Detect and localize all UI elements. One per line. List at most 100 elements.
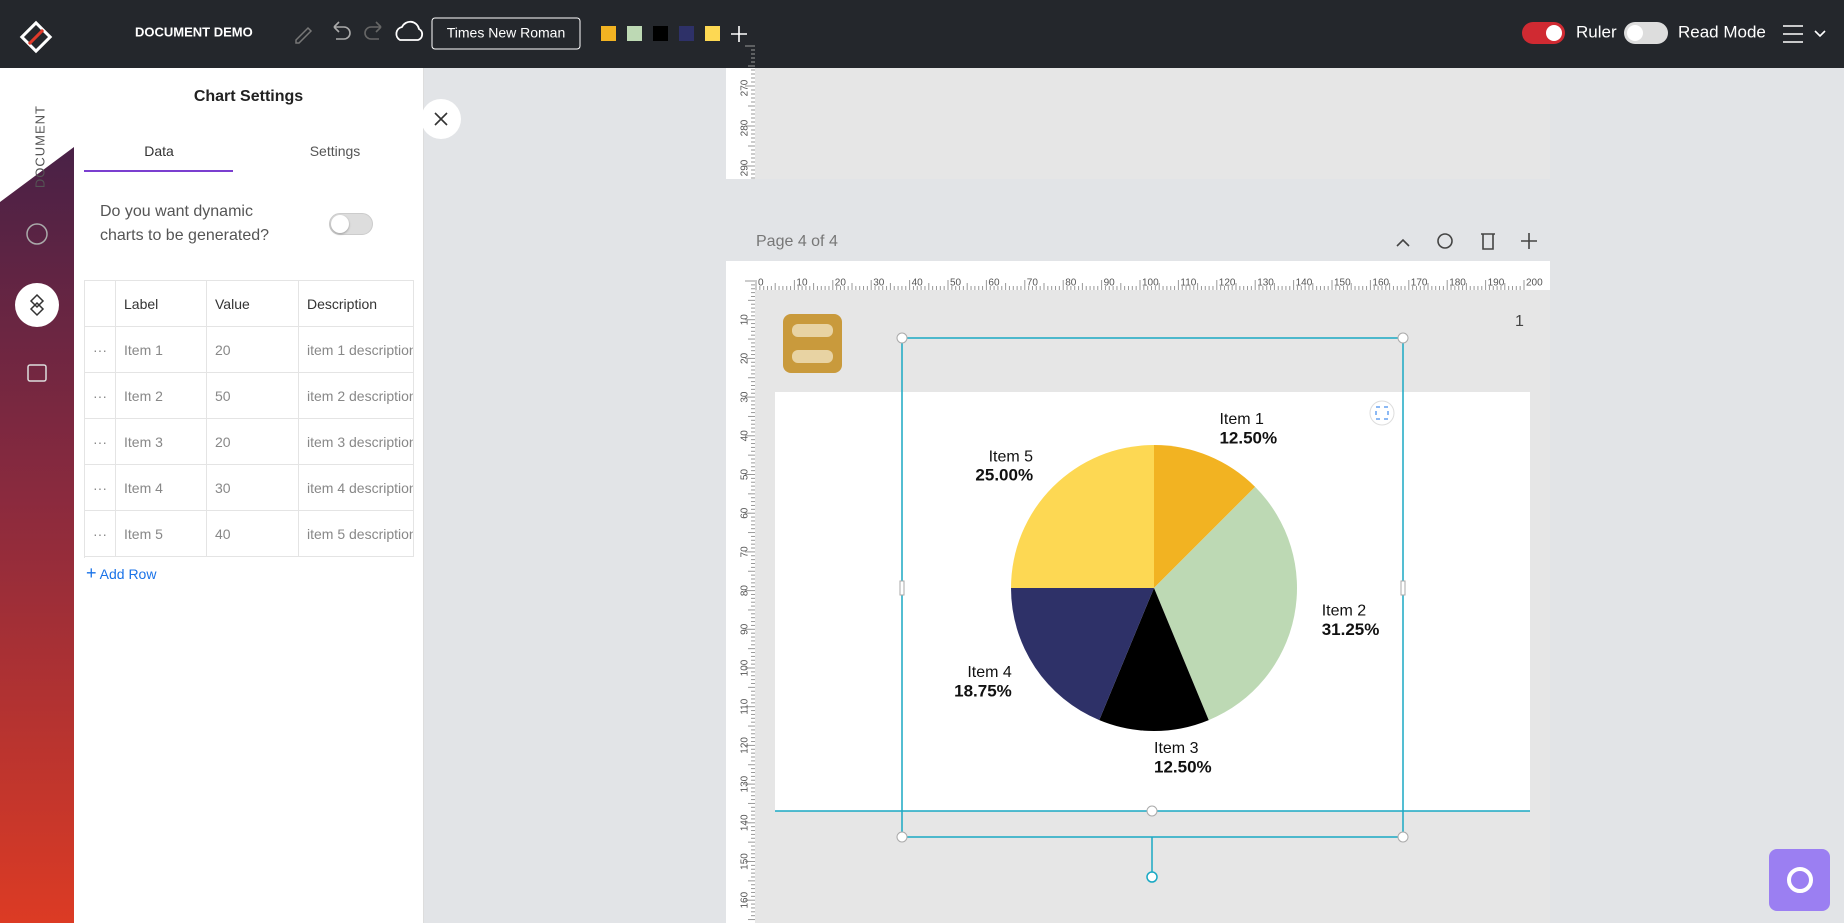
table-cell[interactable]: 50 bbox=[207, 373, 299, 419]
undo-icon[interactable] bbox=[333, 21, 351, 40]
chart-settings-panel: Chart Settings Data Settings Do you want… bbox=[74, 68, 424, 923]
ruler-label: 80 bbox=[1065, 278, 1077, 289]
doc-title: DOCUMENT DEMO bbox=[135, 24, 253, 39]
font-box[interactable] bbox=[431, 17, 581, 50]
tab[interactable]: Data bbox=[144, 143, 174, 159]
toggle-knob bbox=[1546, 25, 1562, 41]
slice-label: Item 2 bbox=[1322, 603, 1367, 620]
ruler-label: 200 bbox=[1526, 278, 1543, 289]
row-menu[interactable]: ··· bbox=[85, 373, 116, 419]
table-header[interactable]: Description bbox=[299, 281, 414, 327]
nav-icon[interactable] bbox=[26, 223, 48, 245]
ruler-label: 20 bbox=[835, 278, 847, 289]
ruler-label: 150 bbox=[1334, 278, 1351, 289]
sidebar-graphics: DOCUMENT bbox=[0, 68, 74, 382]
nav-active[interactable] bbox=[15, 283, 59, 327]
row-menu[interactable]: ··· bbox=[85, 327, 116, 373]
table-cell[interactable]: Item 3 bbox=[116, 419, 207, 465]
ruler-label: 160 bbox=[1372, 278, 1389, 289]
row-menu[interactable]: ··· bbox=[85, 511, 116, 557]
collapse-icon[interactable] bbox=[1396, 238, 1410, 247]
slice-value: 12.50% bbox=[1154, 757, 1212, 776]
ruler-label: 190 bbox=[1488, 278, 1505, 289]
table-cell[interactable]: Item 1 bbox=[116, 327, 207, 373]
add-row[interactable]: + Add Row bbox=[86, 563, 156, 584]
table-cell[interactable]: 20 bbox=[207, 327, 299, 373]
color-swatch[interactable] bbox=[705, 26, 720, 41]
dynamic-toggle[interactable] bbox=[329, 213, 373, 235]
ruler-label: 100 bbox=[1142, 278, 1159, 289]
color-swatch[interactable] bbox=[601, 26, 616, 41]
toggle-knob bbox=[331, 215, 349, 233]
ruler-label: 170 bbox=[1411, 278, 1428, 289]
redo-icon[interactable] bbox=[364, 21, 382, 40]
cloud-icon[interactable] bbox=[395, 20, 424, 41]
ruler-label: 120 bbox=[740, 737, 751, 754]
color-swatch[interactable] bbox=[653, 26, 668, 41]
ruler-label: 140 bbox=[1296, 278, 1313, 289]
handle[interactable] bbox=[1397, 332, 1409, 344]
ruler-label: 70 bbox=[1027, 278, 1039, 289]
ruler-label: 30 bbox=[873, 278, 885, 289]
add-row-label[interactable]: Add Row bbox=[99, 566, 157, 582]
color-swatch[interactable] bbox=[679, 26, 694, 41]
font-name[interactable]: Times New Roman bbox=[447, 25, 566, 41]
settings-icon[interactable] bbox=[1437, 233, 1453, 249]
ruler-label: 280 bbox=[740, 119, 751, 136]
handle[interactable] bbox=[896, 332, 908, 344]
add-page-icon[interactable] bbox=[1521, 233, 1537, 249]
nav-icon[interactable] bbox=[27, 364, 47, 382]
slice-label: Item 3 bbox=[1154, 740, 1199, 757]
ruler-label: 70 bbox=[740, 546, 751, 558]
slice-value: 12.50% bbox=[1219, 429, 1277, 448]
edit-icon[interactable] bbox=[295, 26, 313, 44]
rotate-handle[interactable] bbox=[1146, 871, 1158, 883]
brand: DOCUMENT bbox=[32, 105, 47, 188]
handle[interactable] bbox=[1400, 580, 1406, 596]
ruler-label: 130 bbox=[1257, 278, 1274, 289]
tab[interactable]: Settings bbox=[309, 143, 361, 159]
row-menu-header[interactable] bbox=[85, 281, 116, 327]
handle[interactable] bbox=[896, 831, 908, 843]
table-cell[interactable]: 40 bbox=[207, 511, 299, 557]
table-cell[interactable]: Item 4 bbox=[116, 465, 207, 511]
slice-label: Item 4 bbox=[967, 664, 1012, 681]
table-cell[interactable]: item 3 description bbox=[299, 419, 414, 465]
table-cell[interactable]: 30 bbox=[207, 465, 299, 511]
ruler-label: 60 bbox=[740, 507, 751, 519]
page-number: 1 bbox=[1515, 313, 1524, 330]
table-header[interactable]: Label bbox=[116, 281, 207, 327]
table-cell[interactable]: Item 5 bbox=[116, 511, 207, 557]
table-header[interactable]: Value bbox=[207, 281, 299, 327]
table-cell[interactable]: item 1 description bbox=[299, 327, 414, 373]
table-cell[interactable]: Item 2 bbox=[116, 373, 207, 419]
row-menu[interactable]: ··· bbox=[85, 465, 116, 511]
table-cell[interactable]: item 5 description bbox=[299, 511, 414, 557]
help-button[interactable] bbox=[1769, 849, 1830, 911]
ruler-label: 140 bbox=[740, 814, 751, 831]
row-menu[interactable]: ··· bbox=[85, 419, 116, 465]
table-cell[interactable]: 20 bbox=[207, 419, 299, 465]
color-swatch[interactable] bbox=[627, 26, 642, 41]
ruler-left bbox=[726, 261, 755, 923]
handle[interactable] bbox=[899, 580, 905, 596]
add-color[interactable] bbox=[731, 26, 747, 42]
ruler-top bbox=[726, 261, 1550, 290]
settings-menu[interactable] bbox=[1783, 25, 1826, 43]
ruler-label: 10 bbox=[796, 278, 808, 289]
ruler-label: 100 bbox=[740, 659, 751, 676]
handle[interactable] bbox=[1146, 805, 1158, 817]
slice-value: 25.00% bbox=[975, 466, 1033, 485]
page-header: Page 4 of 4 bbox=[756, 233, 838, 250]
chart-capture[interactable] bbox=[1369, 400, 1395, 426]
table-cell[interactable]: item 4 description bbox=[299, 465, 414, 511]
pie-slice bbox=[1154, 486, 1297, 721]
panel-title: Chart Settings bbox=[193, 88, 304, 105]
ruler-label: Ruler bbox=[1576, 22, 1617, 41]
table-cell[interactable]: item 2 description bbox=[299, 373, 414, 419]
close-button[interactable] bbox=[420, 96, 465, 141]
handle[interactable] bbox=[1397, 831, 1409, 843]
delete-icon[interactable] bbox=[1481, 233, 1495, 250]
logo bbox=[19, 20, 53, 54]
